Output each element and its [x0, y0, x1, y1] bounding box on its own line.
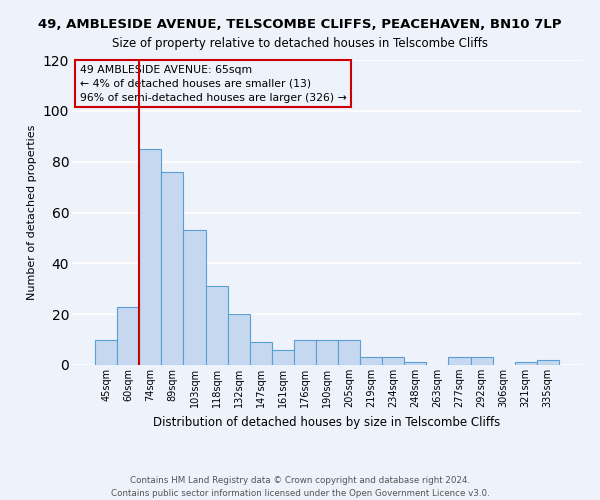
Bar: [338, 340, 360, 365]
Bar: [382, 358, 404, 365]
Bar: [537, 360, 559, 365]
Text: Size of property relative to detached houses in Telscombe Cliffs: Size of property relative to detached ho…: [112, 38, 488, 51]
Bar: [294, 340, 316, 365]
Y-axis label: Number of detached properties: Number of detached properties: [27, 125, 37, 300]
X-axis label: Distribution of detached houses by size in Telscombe Cliffs: Distribution of detached houses by size …: [154, 416, 500, 428]
Bar: [515, 362, 537, 365]
Bar: [250, 342, 272, 365]
Bar: [139, 149, 161, 365]
Bar: [404, 362, 427, 365]
Text: Contains HM Land Registry data © Crown copyright and database right 2024.
Contai: Contains HM Land Registry data © Crown c…: [110, 476, 490, 498]
Bar: [227, 314, 250, 365]
Bar: [272, 350, 294, 365]
Text: 49, AMBLESIDE AVENUE, TELSCOMBE CLIFFS, PEACEHAVEN, BN10 7LP: 49, AMBLESIDE AVENUE, TELSCOMBE CLIFFS, …: [38, 18, 562, 30]
Bar: [360, 358, 382, 365]
Bar: [161, 172, 184, 365]
Bar: [470, 358, 493, 365]
Bar: [184, 230, 206, 365]
Text: 49 AMBLESIDE AVENUE: 65sqm
← 4% of detached houses are smaller (13)
96% of semi-: 49 AMBLESIDE AVENUE: 65sqm ← 4% of detac…: [80, 64, 346, 102]
Bar: [206, 286, 227, 365]
Bar: [316, 340, 338, 365]
Bar: [117, 306, 139, 365]
Bar: [448, 358, 470, 365]
Bar: [95, 340, 117, 365]
